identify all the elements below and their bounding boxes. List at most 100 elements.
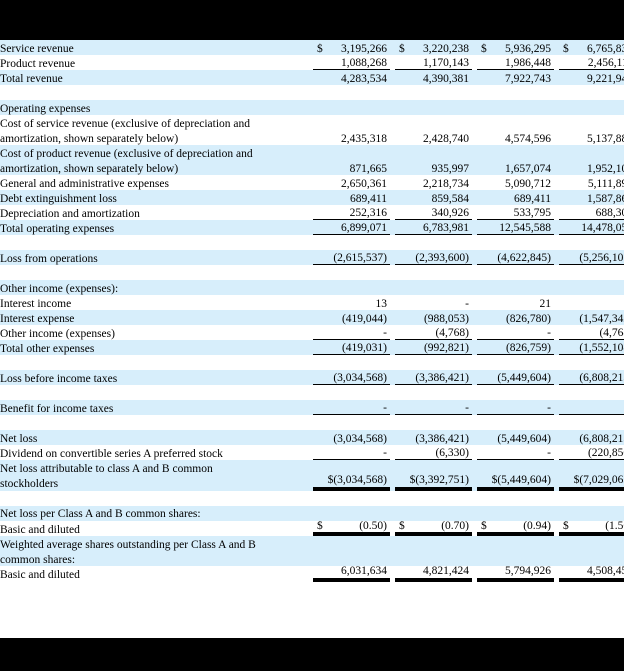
spacer-row: [0, 490, 624, 506]
value-cell: [477, 100, 554, 115]
value-cell: [477, 551, 554, 566]
value-text: (0.50): [359, 520, 387, 532]
value-cell: [395, 115, 472, 130]
value-cell: -: [313, 445, 390, 460]
value-cell: $3,220,238: [395, 40, 472, 55]
value-cell: [313, 280, 390, 295]
value-cell: [477, 460, 554, 475]
value-text: (0.70): [441, 520, 469, 532]
value-cell: 871,665: [313, 160, 390, 175]
column-gap: [554, 400, 559, 415]
value-cell: 4,821,424: [395, 566, 472, 582]
value-cell: 2,650,361: [313, 175, 390, 190]
value-cell: [395, 355, 472, 370]
value-cell: [313, 265, 390, 280]
value-cell: [395, 265, 472, 280]
column-gap: [554, 40, 559, 55]
row-label: Total operating expenses: [0, 220, 313, 235]
table-row: Cost of service revenue (exclusive of de…: [0, 115, 624, 130]
column-gap: [390, 551, 395, 566]
value-cell: $ (0.70): [395, 520, 472, 536]
value-cell: [559, 460, 624, 475]
value-cell: (3,386,421): [395, 370, 472, 385]
value-cell: [477, 490, 554, 506]
row-label: Other income (expenses): [0, 325, 313, 340]
row-label: Depreciation and amortization: [0, 205, 313, 220]
column-gap: [390, 385, 395, 400]
table-row: Cost of product revenue (exclusive of de…: [0, 145, 624, 160]
row-label: [0, 385, 313, 400]
column-gap: [554, 340, 559, 355]
value-cell: 340,926: [395, 205, 472, 220]
value-cell: 5,090,712: [477, 175, 554, 190]
value-cell: -: [477, 445, 554, 460]
row-label: stockholders: [0, 475, 313, 491]
column-gap: [390, 460, 395, 475]
row-label: common shares:: [0, 551, 313, 566]
value-cell: [559, 115, 624, 130]
value-cell: [559, 235, 624, 250]
column-gap: [390, 55, 395, 70]
value-cell: [313, 385, 390, 400]
value-cell: (4,768): [395, 325, 472, 340]
column-gap: [554, 175, 559, 190]
column-gap: [554, 265, 559, 280]
column-gap: [390, 310, 395, 325]
value-cell: 2,456,111: [559, 55, 624, 70]
value-cell: [477, 415, 554, 430]
column-gap: [554, 415, 559, 430]
value-cell: $(7,029,063): [559, 475, 624, 491]
value-cell: (3,034,568): [313, 370, 390, 385]
row-label: Weighted average shares outstanding per …: [0, 536, 313, 551]
value-cell: [313, 551, 390, 566]
value-cell: 5,794,926: [477, 566, 554, 582]
value-cell: [477, 536, 554, 551]
column-gap: [390, 505, 395, 521]
value-cell: (3,386,421): [395, 430, 472, 445]
value-cell: 14,478,053: [559, 220, 624, 235]
column-gap: [554, 100, 559, 115]
value-cell: (1,547,342): [559, 310, 624, 325]
value-cell: $6,765,837: [559, 40, 624, 55]
value-cell: 7,922,743: [477, 70, 554, 85]
value-cell: [395, 551, 472, 566]
value-cell: 4,508,452: [559, 566, 624, 582]
column-gap: [472, 355, 477, 370]
value-cell: [559, 551, 624, 566]
currency-symbol: $: [481, 42, 487, 55]
row-label: [0, 490, 313, 506]
table-row: Basic and diluted $ (0.50) $ (0.70) $ (0.94) $ (…: [0, 520, 624, 536]
row-label: Other income (expenses):: [0, 280, 313, 295]
row-label: Net loss per Class A and B common shares…: [0, 505, 313, 521]
value-cell: [477, 385, 554, 400]
spacer-row: [0, 355, 624, 370]
value-cell: [559, 385, 624, 400]
value-cell: 5,111,892: [559, 175, 624, 190]
value-cell: [477, 505, 554, 521]
column-gap: [390, 325, 395, 340]
value-cell: (5,449,604): [477, 430, 554, 445]
table-row: amortization, shown separately below) 871…: [0, 160, 624, 175]
row-label: [0, 235, 313, 250]
value-cell: (1,552,108): [559, 340, 624, 355]
column-gap: [554, 430, 559, 445]
value-cell: [395, 460, 472, 475]
column-gap: [472, 370, 477, 385]
bottom-black-band: [0, 638, 624, 671]
column-gap: [472, 190, 477, 205]
table-row: Depreciation and amortization 252,316 340,…: [0, 205, 624, 220]
row-label: amortization, shown separately below): [0, 130, 313, 145]
value-cell: [313, 235, 390, 250]
column-gap: [472, 385, 477, 400]
value-cell: [395, 280, 472, 295]
value-cell: 2: [559, 295, 624, 310]
table-row: Operating expenses: [0, 100, 624, 115]
value-cell: 6,899,071: [313, 220, 390, 235]
column-gap: [390, 70, 395, 85]
value-cell: 252,316: [313, 205, 390, 220]
column-gap: [554, 85, 559, 100]
currency-symbol: $: [481, 520, 487, 532]
value-cell: [395, 85, 472, 100]
spacer-row: [0, 385, 624, 400]
table-row: General and administrative expenses 2,650…: [0, 175, 624, 190]
